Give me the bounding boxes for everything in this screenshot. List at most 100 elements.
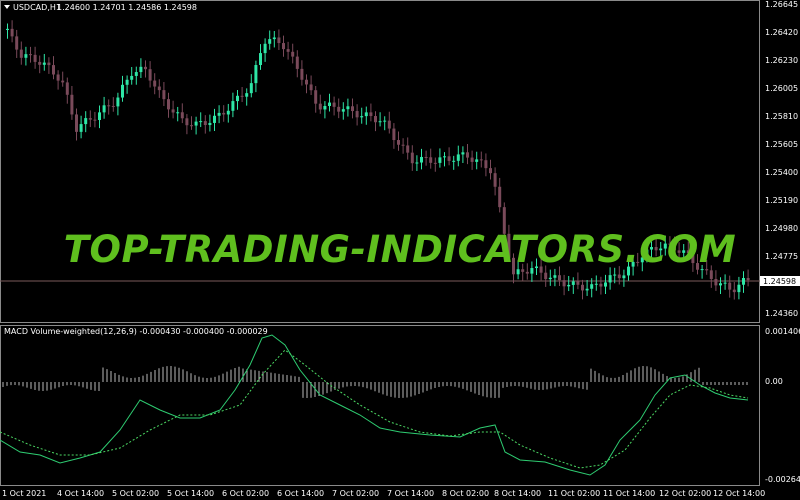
candle-body (15, 36, 19, 50)
candle-body (613, 274, 617, 276)
candle-body (116, 97, 120, 107)
candle-body (378, 121, 382, 123)
candle-body (553, 275, 557, 278)
candle-body (617, 274, 621, 279)
candle-body (176, 112, 180, 114)
current-price-box (760, 276, 800, 286)
candle-body (429, 157, 433, 163)
candle-body (581, 284, 584, 291)
candle-body (88, 118, 92, 120)
candle-body (424, 156, 428, 158)
candle-body (397, 140, 400, 145)
time-label: 8 Oct 14:00 (494, 489, 541, 498)
price-tick: 1.25190 (765, 196, 798, 205)
candle-body (107, 105, 111, 107)
candle-body (130, 75, 134, 80)
candle-body (10, 28, 14, 37)
time-label: 8 Oct 02:00 (442, 489, 489, 498)
candle-body (199, 121, 203, 123)
candle-body (121, 84, 124, 98)
candle-body (309, 84, 313, 91)
candle-body (19, 49, 23, 58)
candle-body (668, 243, 672, 245)
candle-body (70, 94, 74, 115)
time-label: 6 Oct 14:00 (277, 489, 324, 498)
candle-body (346, 106, 350, 110)
candle-body (401, 144, 405, 146)
candle-body (571, 281, 575, 285)
symbol-label: USDCAD,H1 (13, 3, 61, 12)
candle-body (737, 284, 741, 293)
symbol-dropdown-icon[interactable] (4, 5, 10, 9)
candle-body (157, 86, 161, 91)
candle-body (286, 49, 290, 52)
candle-body (410, 152, 414, 164)
price-tick: 1.25400 (765, 168, 798, 177)
candle-body (341, 109, 345, 112)
candle-body (728, 282, 732, 290)
candle-body (65, 82, 69, 95)
time-label: 4 Oct 14:00 (57, 489, 104, 498)
candle-body (489, 168, 492, 174)
candle-body (406, 145, 410, 153)
candle-body (723, 282, 727, 284)
time-label: 12 Oct 14:00 (713, 489, 765, 498)
candle-body (254, 65, 258, 84)
candle-body (709, 270, 713, 279)
candle-body (507, 233, 511, 258)
candle-body (24, 54, 28, 58)
time-label: 7 Oct 14:00 (387, 489, 434, 498)
candle-body (268, 39, 272, 44)
candle-body (295, 56, 299, 69)
candle-body (42, 62, 46, 65)
candle-body (222, 112, 226, 115)
candle-body (544, 272, 548, 280)
candle-body (677, 250, 681, 253)
candle-body (604, 282, 607, 287)
candle-body (663, 243, 667, 249)
candle-body (190, 125, 193, 127)
indicator-frame (0, 325, 760, 486)
candle-body (654, 247, 658, 251)
candle-body (548, 277, 552, 280)
candle-body (585, 288, 589, 291)
candle-body (93, 119, 97, 121)
candle-body (240, 95, 244, 97)
candle-body (700, 269, 704, 271)
candle-body (594, 283, 598, 285)
candle-body (148, 69, 152, 81)
candle-body (539, 266, 543, 273)
price-tick: 1.26645 (765, 0, 798, 9)
candle-body (355, 111, 359, 118)
candle-body (443, 156, 446, 158)
candle-body (351, 106, 354, 112)
candle-body (516, 269, 520, 275)
time-label: 11 Oct 14:00 (603, 489, 655, 498)
candle-body (387, 120, 391, 129)
candle-body (420, 156, 423, 163)
candle-body (475, 159, 479, 162)
candle-body (305, 79, 308, 85)
candle-body (249, 83, 253, 94)
candle-body (167, 99, 170, 110)
candle-body (498, 186, 502, 208)
candle-body (52, 65, 55, 75)
candle-body (171, 109, 175, 113)
candle-body (470, 157, 474, 162)
candle-body (705, 269, 709, 271)
candle-body (226, 110, 230, 115)
candle-body (139, 66, 143, 73)
candle-body (659, 248, 663, 251)
candle-body (323, 106, 327, 110)
price-tick: 1.26005 (765, 84, 798, 93)
time-label: 11 Oct 02:00 (548, 489, 600, 498)
candle-body (590, 284, 594, 289)
time-label: 7 Oct 02:00 (332, 489, 379, 498)
candle-body (645, 249, 649, 258)
indicator-tick: 0.00 (765, 377, 783, 386)
indicator-tick: 0.001406 (765, 327, 800, 336)
candle-body (746, 278, 750, 281)
